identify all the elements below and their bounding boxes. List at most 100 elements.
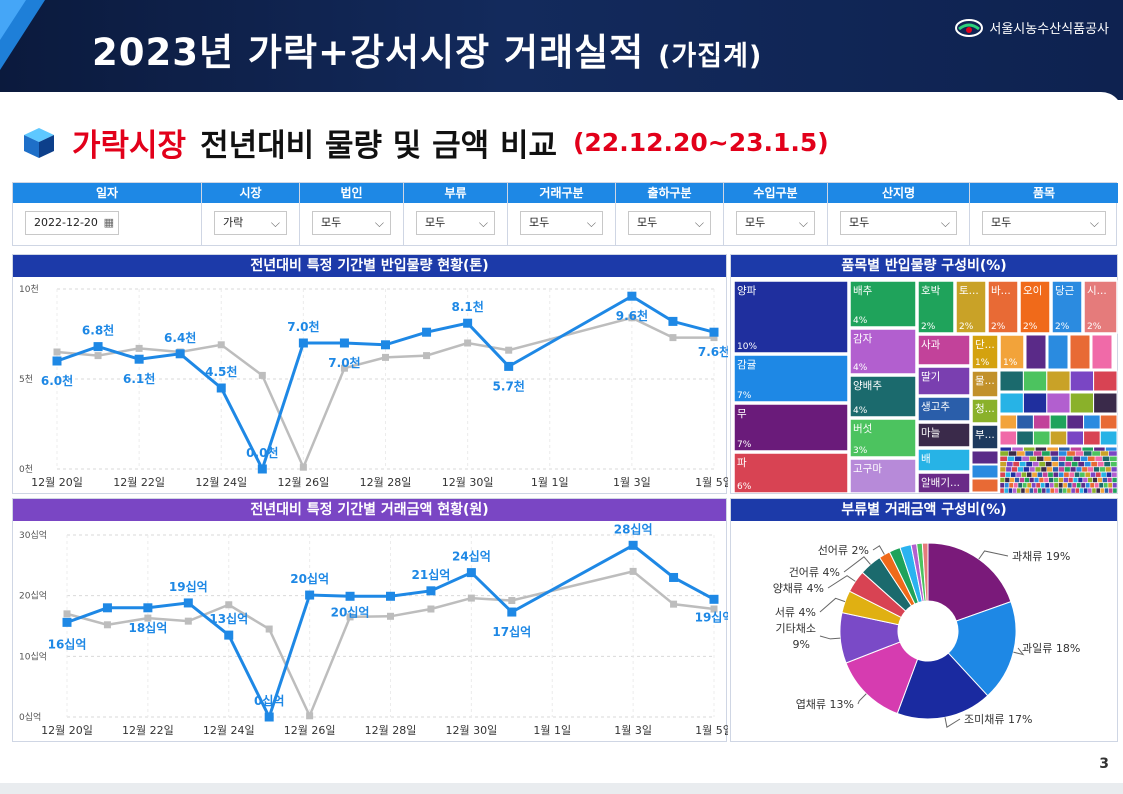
treemap-small-cell[interactable] (1083, 414, 1101, 430)
data-point[interactable] (423, 352, 431, 360)
treemap-small-cell[interactable] (1066, 430, 1085, 446)
data-point[interactable] (52, 356, 62, 366)
data-point[interactable] (669, 334, 677, 342)
treemap-cell[interactable] (917, 448, 971, 472)
treemap-small-cell[interactable] (1099, 430, 1118, 446)
treemap-cell[interactable] (917, 396, 971, 422)
chevron-down-icon[interactable]: ⌵ (694, 216, 704, 230)
treemap-cell[interactable] (849, 280, 917, 328)
data-point[interactable] (62, 617, 72, 627)
treemap-cell[interactable] (917, 334, 971, 366)
chevron-down-icon[interactable]: ⌵ (586, 216, 596, 230)
data-point[interactable] (224, 630, 234, 640)
data-point[interactable] (134, 354, 144, 364)
treemap-small-cell[interactable] (971, 450, 999, 465)
data-point[interactable] (264, 712, 274, 722)
treemap-small-cell[interactable] (1025, 334, 1047, 370)
filter-dropdown[interactable]: 모두 ⌵ (982, 211, 1106, 235)
data-point[interactable] (627, 291, 637, 301)
data-point[interactable] (504, 361, 514, 371)
data-point[interactable] (387, 612, 394, 620)
data-point[interactable] (225, 601, 233, 609)
filter-dropdown[interactable]: 모두 ⌵ (312, 211, 391, 235)
data-point[interactable] (345, 591, 355, 601)
treemap-small-cell[interactable] (1049, 414, 1068, 430)
data-point[interactable] (508, 597, 516, 605)
treemap-cell[interactable] (987, 280, 1019, 334)
data-point[interactable] (710, 605, 718, 613)
donut-slice[interactable] (947, 601, 1017, 697)
data-point[interactable] (298, 338, 308, 348)
data-point[interactable] (103, 621, 111, 629)
filter-dropdown[interactable]: 가락 ⌵ (214, 211, 287, 235)
treemap-small-cell[interactable] (971, 464, 999, 479)
data-point[interactable] (386, 591, 395, 601)
treemap-small-cell[interactable] (1099, 414, 1118, 430)
filter-dropdown[interactable]: 모두 ⌵ (520, 211, 603, 235)
donut-slice[interactable] (921, 542, 929, 602)
treemap-cell[interactable] (917, 366, 971, 396)
treemap-cell[interactable] (849, 328, 917, 375)
data-point[interactable] (102, 603, 112, 613)
chevron-down-icon[interactable]: ⌵ (374, 216, 384, 230)
data-point[interactable] (709, 594, 719, 604)
chevron-down-icon[interactable]: ⌵ (940, 216, 950, 230)
treemap-cell[interactable] (1051, 280, 1083, 334)
data-point[interactable] (426, 586, 436, 596)
data-point[interactable] (135, 344, 143, 352)
data-point[interactable] (94, 352, 102, 360)
data-point[interactable] (265, 625, 273, 633)
treemap-small-cell[interactable] (1022, 392, 1048, 414)
data-point[interactable] (299, 463, 307, 471)
data-point[interactable] (628, 314, 636, 322)
data-point[interactable] (216, 383, 226, 393)
data-point[interactable] (467, 594, 475, 602)
treemap-small-cell[interactable] (1066, 414, 1085, 430)
treemap-cell[interactable] (917, 472, 971, 493)
treemap-small-cell[interactable] (1046, 370, 1071, 392)
treemap-small-cell[interactable] (999, 392, 1024, 414)
treemap-small-cell[interactable] (1093, 392, 1118, 414)
treemap-cell[interactable] (999, 334, 1025, 370)
treemap-cell[interactable] (849, 458, 917, 493)
treemap-cell[interactable] (849, 375, 917, 418)
data-point[interactable] (339, 338, 349, 348)
filter-dropdown[interactable]: 모두 ⌵ (736, 211, 815, 235)
data-point[interactable] (463, 318, 473, 328)
treemap-small-cell[interactable] (999, 414, 1018, 430)
treemap-cell[interactable] (917, 280, 955, 334)
chevron-down-icon[interactable]: ⌵ (798, 216, 808, 230)
data-point[interactable] (710, 334, 718, 342)
treemap-small-cell[interactable] (1032, 430, 1051, 446)
treemap-small-cell[interactable] (999, 430, 1018, 446)
treemap-cell[interactable] (733, 452, 849, 493)
donut-slice[interactable] (927, 542, 1012, 622)
data-point[interactable] (305, 590, 315, 600)
chevron-down-icon[interactable]: ⌵ (478, 216, 488, 230)
data-point[interactable] (175, 349, 185, 359)
treemap-cell[interactable] (849, 418, 917, 458)
calendar-icon[interactable]: ▦ (103, 216, 114, 229)
treemap-small-cell[interactable] (1047, 334, 1069, 370)
treemap-small-cell[interactable] (1016, 414, 1034, 430)
data-point[interactable] (258, 371, 266, 379)
data-point[interactable] (669, 572, 679, 582)
data-point[interactable] (183, 598, 193, 608)
treemap-cell[interactable] (733, 403, 849, 452)
data-point[interactable] (381, 340, 390, 350)
data-point[interactable] (93, 342, 103, 352)
data-point[interactable] (257, 464, 267, 474)
data-point[interactable] (63, 610, 71, 618)
treemap-cell[interactable] (733, 354, 849, 403)
treemap-small-cell[interactable] (1093, 370, 1118, 392)
data-point[interactable] (340, 364, 348, 372)
data-point[interactable] (507, 607, 517, 617)
treemap-small-cell[interactable] (1069, 370, 1095, 392)
treemap-cell[interactable] (733, 280, 849, 354)
chevron-down-icon[interactable]: ⌵ (270, 216, 280, 230)
data-point[interactable] (306, 712, 314, 720)
treemap-small-cell[interactable] (971, 478, 999, 493)
filter-dropdown[interactable]: 모두 ⌵ (628, 211, 711, 235)
data-point[interactable] (629, 567, 637, 575)
data-point[interactable] (670, 600, 678, 608)
